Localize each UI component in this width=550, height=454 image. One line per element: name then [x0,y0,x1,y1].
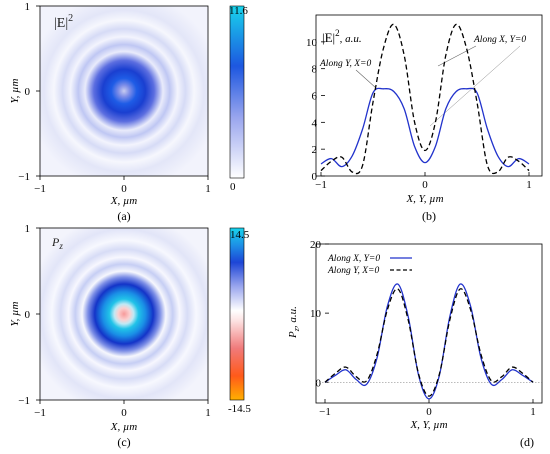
y-ticks-b: 0 2 4 6 8 10 [306,37,530,183]
series-line-dashed [324,288,534,397]
colorbar-min-label: -14.5 [228,403,251,415]
annotation-solid: Along X, Y=0 [473,35,526,45]
y-tick-label: 8 [312,64,318,76]
y-tick-label: 0 [25,86,31,98]
y-tick-label: 0 [25,309,31,321]
x-axis-label: X, Y, µm [409,419,447,431]
y-tick-label: −1 [18,171,30,183]
ticks-c [36,227,209,404]
legend-label: Along X, Y=0 [327,254,380,264]
x-tick-label: −1 [34,183,46,195]
x-tick-label: 0 [426,406,432,418]
x-tick-label: 1 [205,407,211,419]
ticks-a [36,5,209,180]
x-axis-label: X, µm [110,421,138,433]
legend-d: Along X, Y=0 Along Y, X=0 [327,254,412,276]
annotation-leader [437,45,477,67]
colorbar-min-label: 0 [230,181,236,193]
y-axis-label-d: Pz, a.u. [287,306,301,339]
y-tick-label: 10 [306,37,318,49]
series-b [320,23,530,175]
panel-label-a: (a) [117,209,130,223]
x-tick-label: −1 [319,406,331,418]
x-tick-label: −1 [34,407,46,419]
y-tick-label: 4 [312,117,318,129]
series-line-solid [324,283,534,400]
y-axis-label-b: |E|2, a.u. [322,28,362,45]
y-tick-label: 0 [312,171,318,183]
field-label-a: |E|2 [54,13,73,31]
panel-label-d: (d) [520,435,534,449]
panel-label-c: (c) [117,435,130,449]
annotation-leader [355,69,377,89]
y-axis-label: Y, µm [9,301,21,326]
legend-label: Along Y, X=0 [327,266,379,276]
y-tick-label: 2 [312,144,318,156]
colorbar-a [229,5,245,179]
x-tick-label: 0 [121,407,127,419]
x-tick-label: 0 [121,183,127,195]
y-tick-label: 10 [310,308,322,320]
y-tick-label: 20 [310,239,322,251]
x-tick-label: 0 [422,179,428,191]
field-label-c: Pz [51,235,63,251]
panel-b: |E|2, a.u. Along X, Y=0 Along Y, X=0 0 2 4… [306,14,543,223]
annotation-dashed: Along Y, X=0 [319,59,371,69]
plot-frame-b [315,14,543,177]
x-tick-label: −1 [315,179,327,191]
y-axis-label: Y, µm [9,78,21,103]
colorbar-max-label: 11.6 [229,5,248,17]
y-tick-label: 6 [312,91,318,103]
y-tick-label: 1 [25,1,31,13]
heatmap-a [39,5,209,177]
x-tick-label: 1 [526,179,532,191]
series-line-solid [320,87,530,168]
y-tick-label: −1 [18,395,30,407]
y-tick-label: 1 [25,223,31,235]
colorbar-c [229,227,245,401]
panel-a: |E|2 −1 0 1 1 0 −1 X, µm Y, µm 11.6 0 (a… [9,1,248,223]
heatmap-c [39,227,209,401]
series-line-dashed [320,23,530,175]
panel-c: Pz −1 0 1 1 0 −1 X, µm Y, µm 14.5 -14.5 … [9,223,251,449]
x-tick-label: 1 [205,183,211,195]
x-tick-label: 1 [530,406,536,418]
x-axis-label: X, Y, µm [405,193,443,205]
series-d [324,283,534,400]
panel-label-b: (b) [422,209,436,223]
y-tick-label: 0 [316,377,322,389]
x-axis-label: X, µm [110,195,138,207]
colorbar-max-label: 14.5 [230,229,250,241]
